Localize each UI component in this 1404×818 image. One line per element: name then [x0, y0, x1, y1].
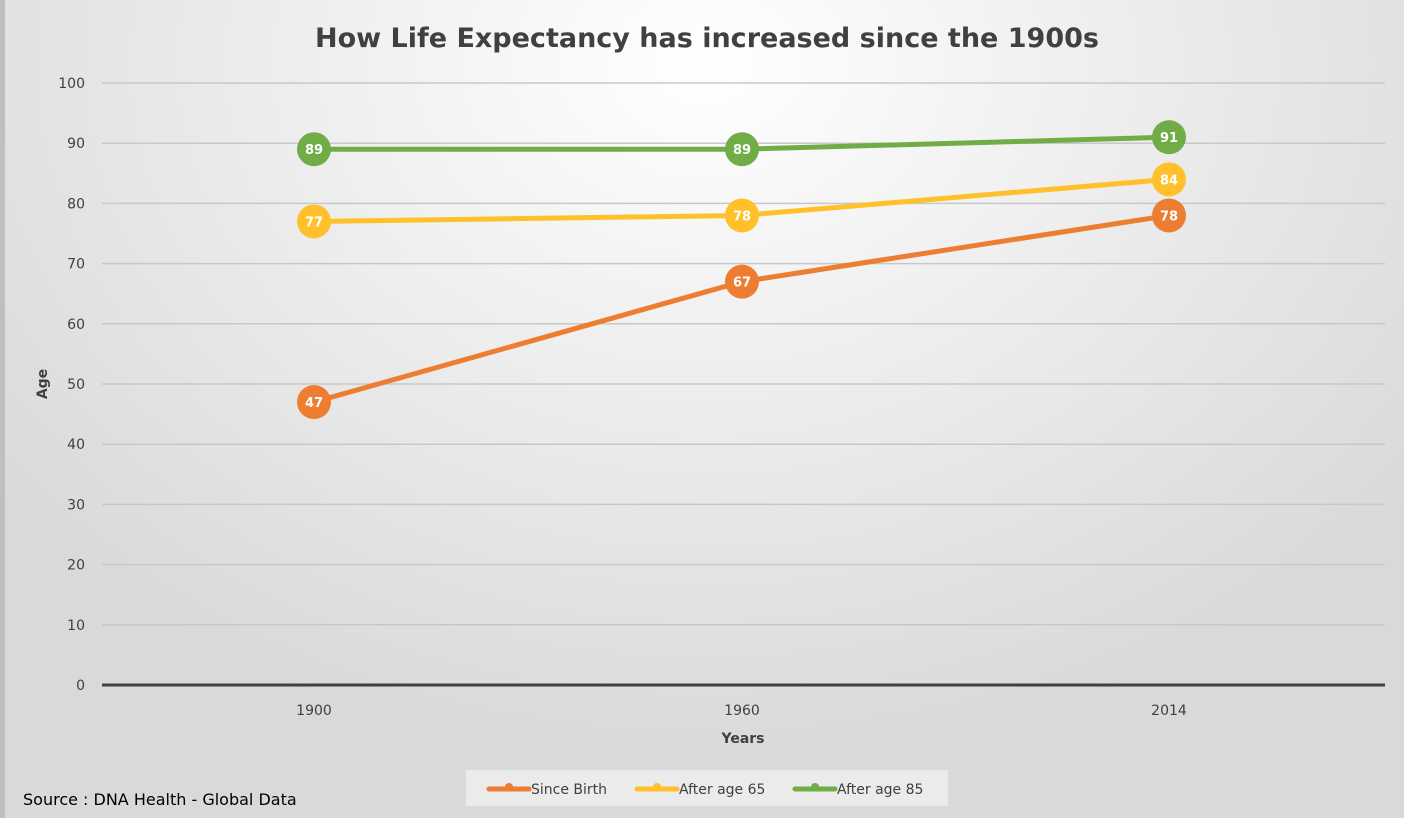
y-tick-label: 10	[67, 618, 85, 634]
y-tick-label: 100	[58, 76, 85, 92]
data-label: 77	[305, 215, 323, 230]
data-point	[1152, 120, 1186, 155]
legend-label: After age 65	[679, 782, 765, 798]
legend-marker	[811, 783, 819, 791]
y-tick-label: 70	[67, 257, 85, 273]
data-point	[1152, 198, 1186, 233]
data-point	[725, 132, 759, 167]
y-tick-label: 0	[76, 678, 85, 694]
y-tick-label: 50	[67, 377, 85, 393]
series-line	[313, 212, 1170, 405]
x-tick-label: 1900	[296, 703, 332, 719]
legend-item: After age 65	[634, 782, 765, 798]
y-tick-label: 60	[67, 317, 85, 333]
data-point	[1152, 162, 1186, 197]
data-point	[725, 198, 759, 233]
y-tick-label: 30	[67, 497, 85, 513]
x-axis-label: Years	[720, 731, 764, 747]
y-tick-label: 90	[67, 136, 85, 152]
data-point	[297, 132, 331, 167]
data-point	[297, 204, 331, 239]
legend-marker	[653, 783, 661, 791]
data-label: 78	[1160, 209, 1178, 224]
source-note: Source : DNA Health - Global Data	[23, 790, 297, 809]
y-tick-label: 80	[67, 196, 85, 212]
data-point	[297, 385, 331, 420]
series-since-birth: 47 67 78	[297, 198, 1186, 420]
legend-item: After age 85	[792, 782, 923, 798]
chart-title: How Life Expectancy has increased since …	[315, 23, 1099, 54]
data-label: 84	[1160, 173, 1178, 188]
data-label: 67	[733, 276, 751, 291]
data-label: 47	[305, 396, 323, 411]
data-label: 89	[733, 143, 751, 158]
data-label: 78	[733, 209, 751, 224]
legend	[466, 770, 948, 806]
series-after-age-85: 89 89 91	[297, 120, 1186, 167]
series-after-age-65: 77 78 84	[297, 162, 1186, 239]
legend-label: Since Birth	[531, 782, 607, 798]
data-point	[725, 264, 759, 299]
y-axis-label: Age	[35, 369, 51, 399]
y-tick-label: 40	[67, 437, 85, 453]
data-label: 91	[1160, 131, 1178, 146]
line-chart: How Life Expectancy has increased since …	[23, 23, 1385, 809]
legend-marker	[505, 783, 513, 791]
data-label: 89	[305, 143, 323, 158]
legend-item: Since Birth	[486, 782, 607, 798]
x-tick-label: 2014	[1151, 703, 1187, 719]
legend-label: After age 85	[837, 782, 923, 798]
x-tick-label: 1960	[724, 703, 760, 719]
y-tick-label: 20	[67, 558, 85, 574]
